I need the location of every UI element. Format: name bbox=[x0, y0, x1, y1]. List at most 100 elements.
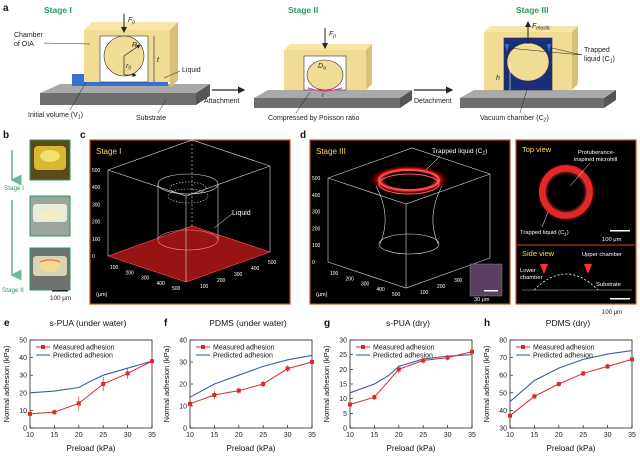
measured-point bbox=[605, 364, 610, 369]
y-tick-label: 300 bbox=[234, 272, 243, 278]
y-tick-label: 60 bbox=[499, 373, 507, 380]
x-tick-label: 10 bbox=[506, 432, 514, 439]
x-tick-label: 10 bbox=[346, 432, 354, 439]
panel-d-scale: 30 μm bbox=[474, 297, 490, 303]
substrate-label: Substrate bbox=[136, 115, 166, 122]
x-tick-label: 100 bbox=[330, 271, 339, 277]
label-h: h bbox=[496, 75, 500, 82]
photo-2 bbox=[29, 195, 71, 237]
z-tick-label: 300 bbox=[92, 202, 101, 208]
z-tick-label: 0 bbox=[92, 254, 95, 260]
y-tick-label: 20 bbox=[19, 390, 27, 397]
stage3-label: Stage III bbox=[516, 5, 549, 15]
chart-title: s-PUA (under water) bbox=[50, 318, 127, 328]
compressed-label: Compressed by Poisson ratio bbox=[268, 115, 360, 122]
z-tick-label: 100 bbox=[312, 243, 321, 249]
protub-label-1: Protuberance- bbox=[578, 150, 615, 156]
z-tick-label: 200 bbox=[312, 226, 321, 232]
plot-frame bbox=[509, 339, 633, 429]
x-tick-label: 15 bbox=[211, 432, 219, 439]
x-tick-label: 500 bbox=[172, 286, 181, 292]
initial-volume-label: Initial volume (V1) bbox=[28, 112, 83, 121]
measured-point bbox=[445, 355, 450, 360]
x-tick-label: 30 bbox=[284, 432, 292, 439]
x-tick-label: 20 bbox=[235, 432, 243, 439]
x-tick-label: 35 bbox=[308, 432, 316, 439]
side-view-label: Side view bbox=[522, 249, 555, 258]
y-tick-label: 80 bbox=[499, 338, 507, 345]
panel-d: d Stage III 0 100 200 300 400 500 100 200 300 40… bbox=[300, 130, 637, 316]
chamber-label: Chamber bbox=[14, 32, 43, 39]
y-tick-label: 70 bbox=[499, 355, 507, 362]
measured-point bbox=[125, 371, 130, 376]
x-tick-label: 300 bbox=[141, 276, 150, 282]
chart-g: g s-PUA (dry) 0 5 10 15 20 25 30 10 15 20 25 30 35 Prel… bbox=[322, 318, 476, 453]
legend-measured: Measured adhesion bbox=[533, 345, 595, 352]
panel-c-z-ticks: 0 100 200 300 400 500 bbox=[92, 168, 101, 260]
lower-chamber-2: chamber bbox=[520, 275, 543, 281]
plot-frame bbox=[29, 339, 153, 429]
chart-title: PDMS (under water) bbox=[209, 318, 287, 328]
panel-d-x-ticks: 100 200 300 400 500 bbox=[330, 271, 401, 298]
measured-point bbox=[310, 360, 314, 364]
legend-measured: Measured adhesion bbox=[373, 345, 435, 352]
photo-3 bbox=[29, 247, 71, 292]
x-tick-label: 500 bbox=[392, 292, 401, 298]
measured-point bbox=[556, 382, 561, 386]
measured-point bbox=[52, 410, 57, 415]
y-tick-label: 25 bbox=[339, 352, 347, 359]
legend-predicted: Predicted adhesion bbox=[373, 353, 433, 360]
predicted-line bbox=[509, 350, 633, 403]
measured-point bbox=[76, 401, 81, 406]
label-R: R bbox=[132, 42, 137, 49]
x-tick-label: 200 bbox=[346, 276, 355, 282]
measured-point bbox=[28, 411, 32, 416]
z-tick-label: 300 bbox=[312, 210, 321, 216]
y-tick-label: 10 bbox=[19, 408, 27, 415]
z-tick-label: 400 bbox=[312, 193, 321, 199]
panel-c-liquid: Liquid bbox=[232, 210, 251, 217]
x-tick-label: 20 bbox=[395, 432, 403, 439]
x-tick-label: 400 bbox=[157, 281, 166, 287]
measured-point bbox=[396, 367, 401, 372]
x-tick-label: 15 bbox=[51, 432, 59, 439]
panel-c-y-ticks: 100 200 300 400 500 bbox=[200, 260, 277, 290]
y-tick-label: 15 bbox=[339, 382, 347, 389]
x-tick-label: 300 bbox=[361, 282, 370, 288]
protub-label-2: inspired microhill bbox=[574, 157, 617, 163]
label-Fp-2: Fp bbox=[329, 31, 336, 40]
label-t: t bbox=[157, 57, 160, 64]
panel-c-unit: (μm) bbox=[96, 292, 108, 298]
x-tick-label: 35 bbox=[148, 432, 156, 439]
panel-c-floor bbox=[108, 226, 270, 282]
upper-chamber-label: Upper chamber bbox=[582, 252, 622, 258]
of-oia-label: of OIA bbox=[14, 41, 34, 48]
measured-point bbox=[532, 394, 537, 399]
x-tick-label: 25 bbox=[419, 432, 427, 439]
x-tick-label: 20 bbox=[75, 432, 83, 439]
measured-line bbox=[349, 351, 473, 406]
measured-point bbox=[285, 366, 290, 371]
x-tick-label: 30 bbox=[444, 432, 452, 439]
photo-1 bbox=[29, 139, 71, 181]
panel-letter-d: d bbox=[300, 130, 306, 141]
y-tick-label: 200 bbox=[217, 278, 226, 284]
panel-c-stage: Stage I bbox=[96, 147, 121, 156]
panel-b-stage1: Stage I bbox=[4, 185, 24, 192]
y-tick-label: 0 bbox=[343, 426, 347, 433]
y-tick-label: 5 bbox=[343, 411, 347, 418]
measured-point bbox=[188, 401, 192, 406]
y-axis-label: Normal adhesion (kPa) bbox=[162, 345, 171, 422]
y-tick-label: 400 bbox=[251, 266, 260, 272]
y-tick-label: 20 bbox=[179, 382, 187, 389]
z-tick-label: 400 bbox=[92, 185, 101, 191]
stage2-label: Stage II bbox=[288, 5, 318, 15]
x-tick-label: 25 bbox=[99, 432, 107, 439]
label-Fp-1: Fp bbox=[128, 17, 135, 26]
measured-point bbox=[508, 413, 512, 418]
measured-point bbox=[261, 382, 266, 386]
